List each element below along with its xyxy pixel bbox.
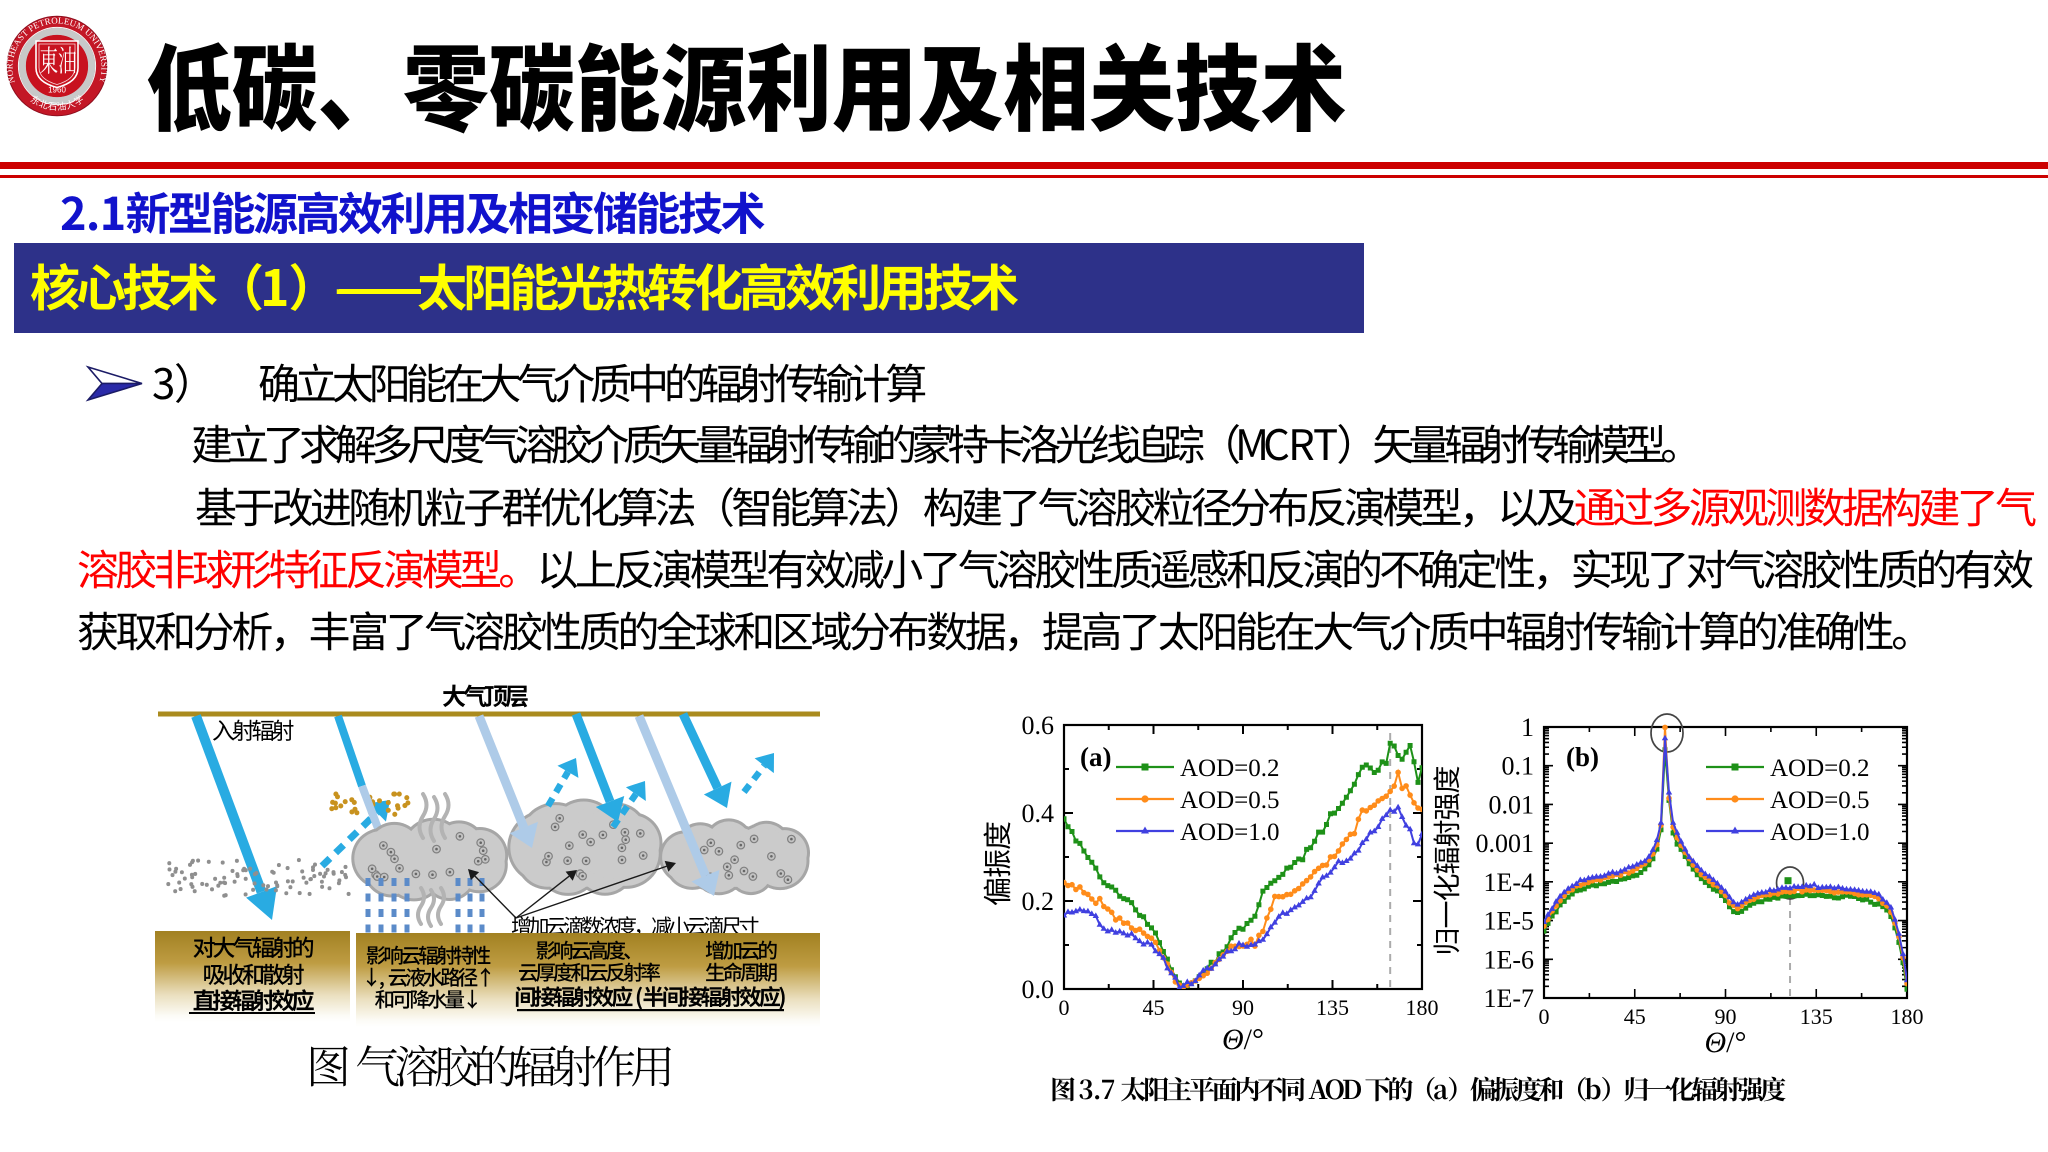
svg-text:0: 0 [1059, 995, 1070, 1020]
svg-text:135: 135 [1800, 1004, 1833, 1029]
svg-text:45: 45 [1143, 995, 1165, 1020]
svg-text:AOD=1.0: AOD=1.0 [1180, 819, 1280, 846]
svg-text:1E-5: 1E-5 [1483, 907, 1534, 936]
svg-text:(b): (b) [1566, 742, 1599, 772]
svg-text:0.4: 0.4 [1022, 799, 1055, 828]
svg-text:AOD=0.5: AOD=0.5 [1180, 787, 1280, 814]
svg-text:0.0: 0.0 [1022, 975, 1055, 1004]
svg-text:AOD=0.5: AOD=0.5 [1770, 787, 1870, 814]
svg-text:90: 90 [1715, 1004, 1737, 1029]
svg-text:AOD=0.2: AOD=0.2 [1770, 755, 1870, 782]
svg-text:(a): (a) [1080, 742, 1111, 772]
svg-text:180: 180 [1406, 995, 1439, 1020]
svg-text:0.01: 0.01 [1489, 790, 1535, 819]
svg-text:0.6: 0.6 [1022, 711, 1055, 740]
svg-text:90: 90 [1232, 995, 1254, 1020]
svg-text:0: 0 [1539, 1004, 1550, 1029]
svg-text:135: 135 [1316, 995, 1349, 1020]
svg-text:1960: 1960 [48, 86, 66, 95]
svg-text:AOD=0.2: AOD=0.2 [1180, 755, 1280, 782]
svg-text:0.1: 0.1 [1502, 752, 1535, 781]
svg-text:180: 180 [1891, 1004, 1924, 1029]
svg-text:1E-6: 1E-6 [1483, 945, 1534, 974]
svg-text:45: 45 [1624, 1004, 1646, 1029]
svg-text:0.2: 0.2 [1022, 887, 1055, 916]
svg-text:AOD=1.0: AOD=1.0 [1770, 819, 1870, 846]
svg-text:1E-7: 1E-7 [1483, 984, 1534, 1013]
svg-text:Θ/°: Θ/° [1704, 1026, 1746, 1059]
svg-text:Θ/°: Θ/° [1222, 1023, 1264, 1056]
svg-text:1: 1 [1521, 713, 1534, 742]
svg-text:1E-4: 1E-4 [1483, 868, 1534, 897]
svg-text:0.001: 0.001 [1476, 829, 1535, 858]
